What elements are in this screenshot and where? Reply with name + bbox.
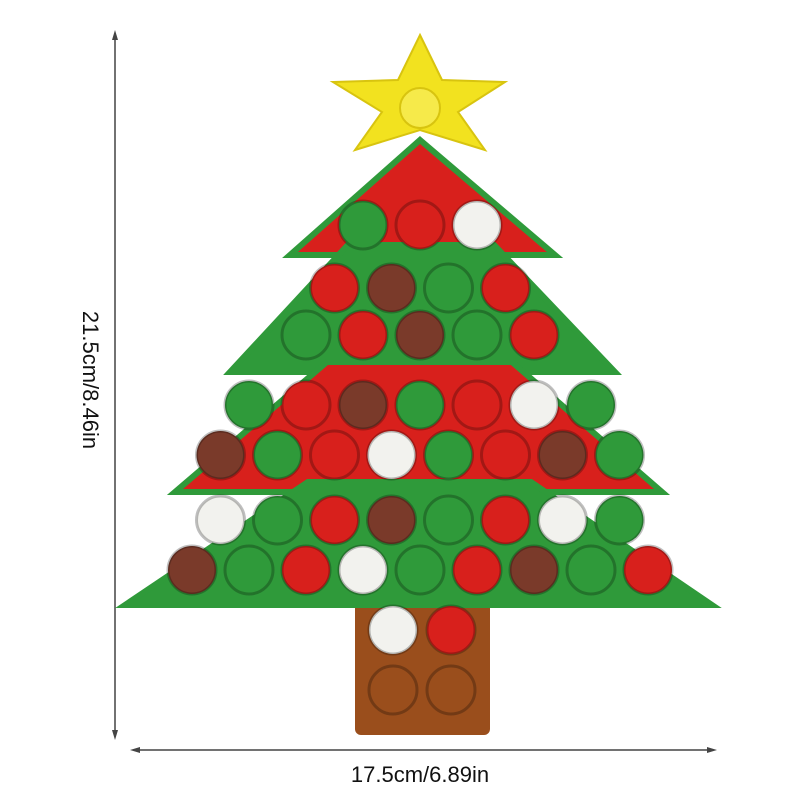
pop-bubble [594, 429, 645, 481]
pop-bubble [367, 604, 419, 656]
pop-bubble [451, 544, 503, 596]
width-arrow [130, 747, 717, 753]
pop-bubble [565, 379, 617, 431]
pop-bubble [337, 544, 389, 596]
pop-bubble [367, 664, 419, 716]
height-arrow [112, 30, 118, 740]
pop-bubble [309, 262, 360, 314]
width-label: 17.5cm/6.89in [350, 762, 490, 787]
pop-bubble [508, 379, 560, 431]
pop-bubble [309, 429, 360, 481]
pop-bubble [309, 494, 360, 546]
pop-bubble [394, 309, 446, 361]
pop-bubble [425, 664, 477, 716]
pop-bubble [166, 544, 218, 596]
pop-bubble [366, 494, 417, 546]
height-label: 21.5cm/8.46in [78, 310, 103, 450]
pop-bubble [252, 429, 303, 481]
pop-bubble [337, 379, 389, 431]
pop-bubble [280, 544, 332, 596]
pop-bubble [394, 544, 446, 596]
pop-bubble [195, 429, 246, 481]
pop-bubble [565, 544, 617, 596]
pop-bubble [195, 494, 246, 546]
pop-bubble [394, 199, 446, 251]
pop-bubble [337, 309, 389, 361]
pop-bubble [252, 494, 303, 546]
pop-bubble [394, 379, 446, 431]
pop-bubble [480, 494, 531, 546]
pop-bubble [223, 544, 275, 596]
pop-bubble [480, 429, 531, 481]
pop-bubble [508, 544, 560, 596]
pop-bubble [223, 379, 275, 431]
pop-bubble [537, 429, 588, 481]
pop-bubble [537, 494, 588, 546]
pop-bubble [366, 429, 417, 481]
pop-bubble [451, 309, 503, 361]
pop-bubble [425, 604, 477, 656]
pop-bubble [480, 262, 531, 314]
pop-bubble [622, 544, 674, 596]
pop-bubble [451, 199, 503, 251]
pop-bubble [423, 429, 474, 481]
pop-bubble [366, 262, 417, 314]
pop-bubble [508, 309, 560, 361]
pop-bubble [451, 379, 503, 431]
pop-bubble [594, 494, 645, 546]
star-bubble [399, 87, 441, 129]
pop-bubble [280, 379, 332, 431]
pop-bubble [280, 309, 332, 361]
pop-bubble [337, 199, 389, 251]
pop-bubble [423, 262, 474, 314]
pop-bubble [423, 494, 474, 546]
